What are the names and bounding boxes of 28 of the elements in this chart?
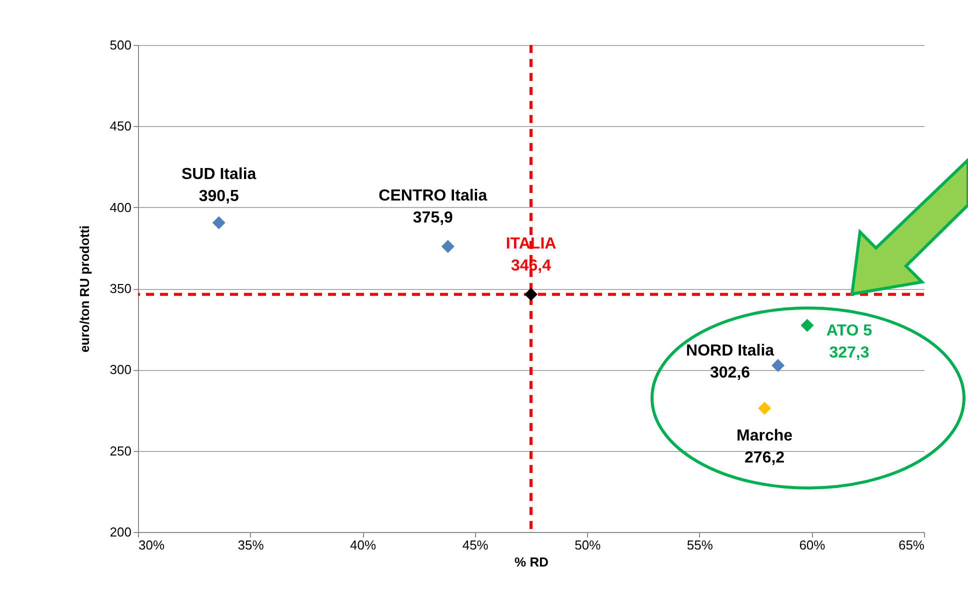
annotation: Marche [736,427,793,444]
data-label: 390,5 [198,188,239,205]
data-label: 276,2 [744,449,785,466]
y-tick-label: 400 [110,200,132,215]
annotation: ATO 5 [826,322,872,340]
x-tick-label: 45% [462,538,489,552]
x-tick-label: 35% [238,538,264,552]
x-tick-label: 40% [350,538,377,552]
data-label: 302,6 [710,364,750,382]
data-label: 346,4 [510,257,552,274]
x-axis-title: % RD [514,554,548,570]
annotation: NORD Italia [686,342,774,360]
y-axis-title: euro/ton RU prodotti [76,225,92,353]
y-tick-label: 500 [110,38,132,52]
x-tick-label: 30% [138,538,165,552]
data-label: 327,3 [829,344,870,362]
y-tick-label: 350 [110,281,132,296]
x-tick-label: 50% [574,538,602,552]
y-tick-label: 450 [110,118,132,134]
data-label: 375,9 [412,209,454,226]
x-tick-label: 55% [686,538,714,552]
annotation: CENTRO Italia [378,187,488,204]
x-tick-label: 65% [898,538,925,552]
annotation: SUD Italia [182,166,256,183]
y-tick-label: 200 [110,524,132,540]
y-tick-label: 250 [110,443,132,458]
y-tick-label: 300 [110,362,132,378]
x-tick-label: 60% [799,538,826,552]
